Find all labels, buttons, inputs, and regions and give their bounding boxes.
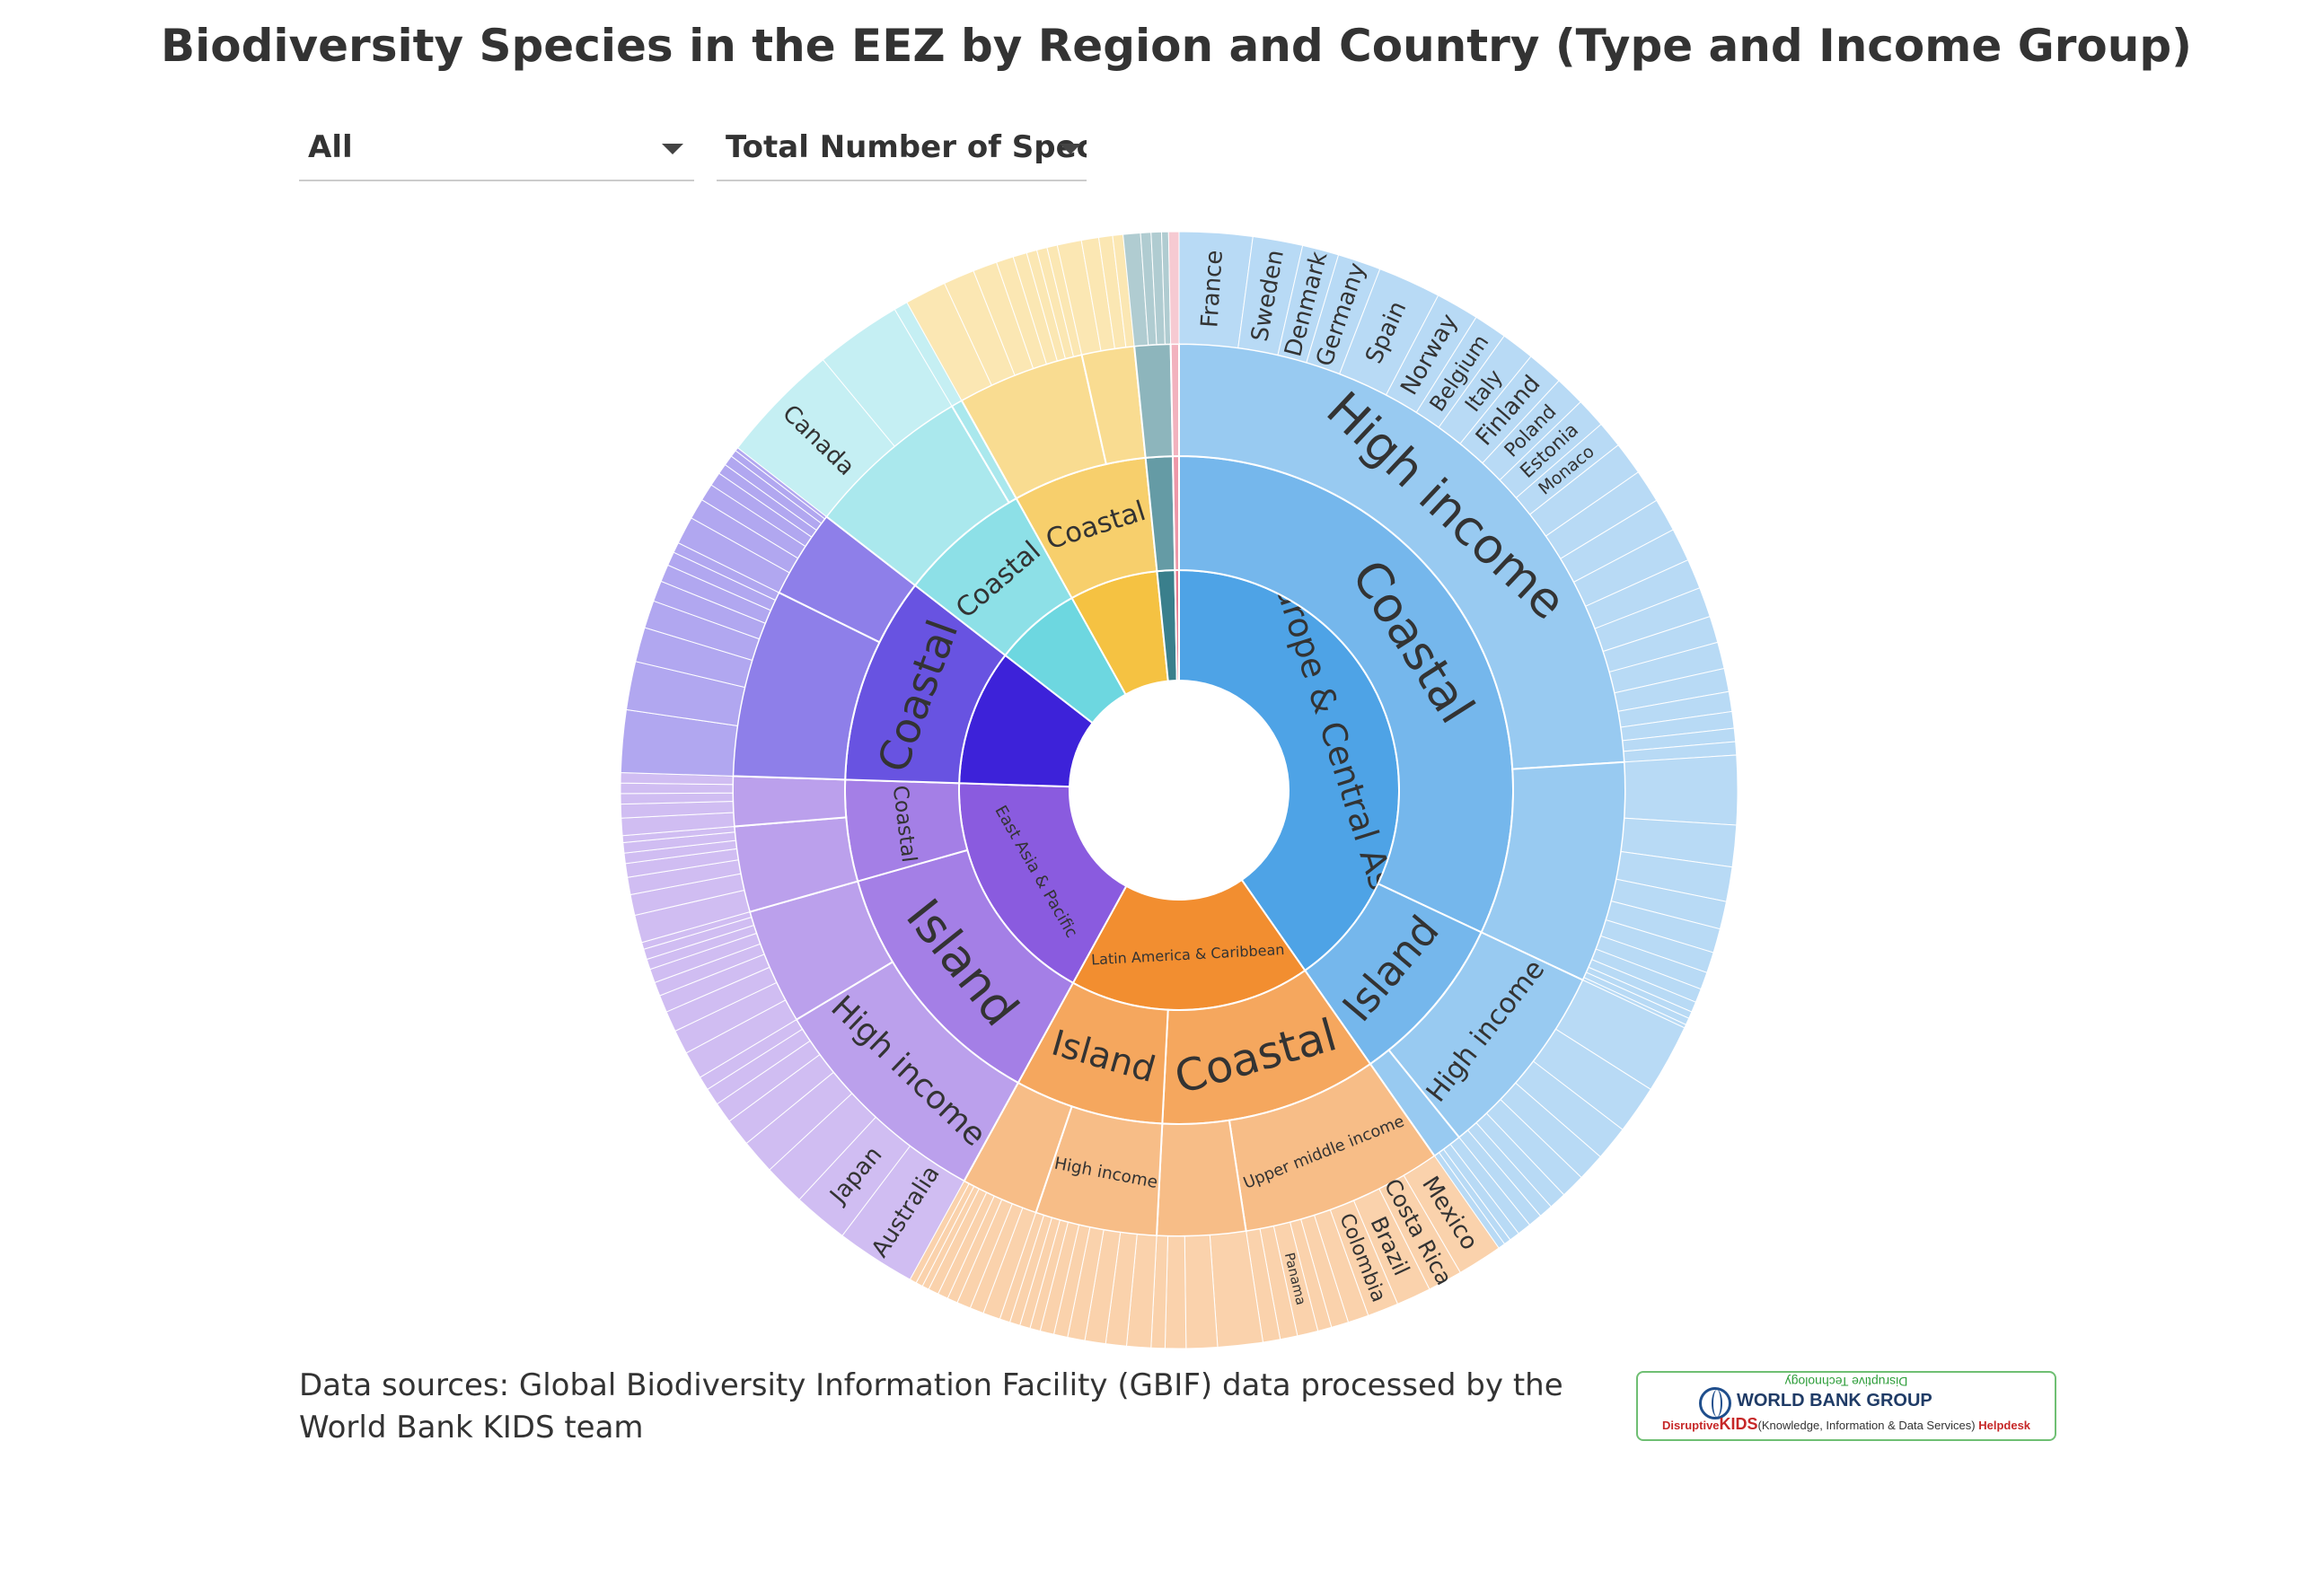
- country-segment-unlabeled[interactable]: [1624, 754, 1739, 826]
- logo-middle: (Knowledge, Information & Data Services): [1757, 1419, 1976, 1432]
- chevron-down-icon: [1060, 144, 1081, 154]
- logo-suffix: Helpdesk: [1978, 1419, 2031, 1432]
- logo-tagline: Disruptive Technology: [1784, 1375, 1908, 1389]
- metric-filter-value: Total Number of Species: [726, 129, 1087, 165]
- logo-org: WORLD BANK GROUP: [1737, 1391, 1932, 1410]
- data-source-note: Data sources: Global Biodiversity Inform…: [299, 1367, 1563, 1446]
- income-segment-unlabeled[interactable]: [732, 775, 848, 828]
- country-label-france: France: [1196, 250, 1228, 329]
- country-segment-unlabeled[interactable]: [1167, 231, 1180, 345]
- metric-filter-dropdown[interactable]: Total Number of Species: [717, 126, 1087, 181]
- world-bank-kids-logo: Disruptive Technology WORLD BANK GROUP D…: [1636, 1371, 2056, 1441]
- chart-title: Biodiversity Species in the EEZ by Regio…: [161, 20, 2192, 72]
- logo-kids: KIDS: [1719, 1415, 1758, 1433]
- sunburst-center: [1071, 682, 1287, 898]
- region-filter-dropdown[interactable]: All: [299, 126, 694, 181]
- income-segment-unlabeled[interactable]: [1169, 342, 1180, 458]
- logo-prefix: Disruptive: [1661, 1419, 1720, 1432]
- chevron-down-icon: [662, 144, 683, 154]
- logo-helpdesk-line: DisruptiveKIDS(Knowledge, Information & …: [1638, 1415, 2055, 1434]
- country-segment-unlabeled[interactable]: [1164, 1235, 1187, 1349]
- region-filter-value: All: [308, 129, 353, 165]
- type-segment-unlabeled[interactable]: [1171, 454, 1180, 572]
- globe-icon: [1699, 1387, 1731, 1419]
- income-segment-unlabeled[interactable]: [1155, 1119, 1247, 1237]
